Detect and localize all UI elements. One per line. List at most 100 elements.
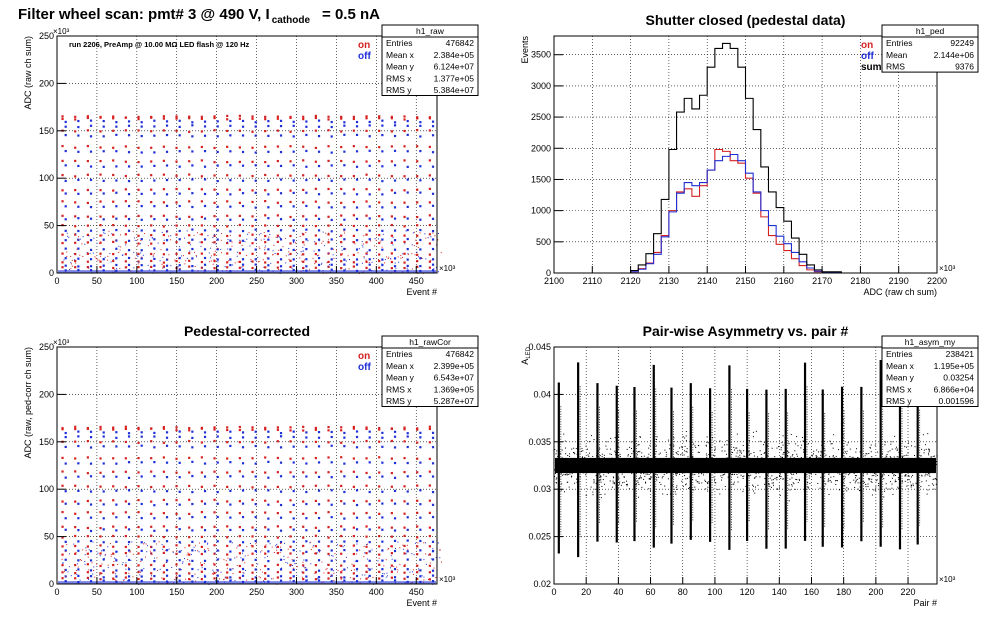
asym-point xyxy=(910,484,912,486)
point-off xyxy=(393,517,397,520)
point-off xyxy=(279,150,283,154)
point-scatter xyxy=(266,257,268,259)
point-on xyxy=(238,570,241,574)
x-tick-label: 2200 xyxy=(927,276,947,286)
point-scatter xyxy=(345,260,347,262)
point-off xyxy=(229,568,232,571)
point-off xyxy=(267,264,270,267)
point-on xyxy=(226,118,229,121)
point-off xyxy=(419,575,422,578)
asym-point xyxy=(602,465,604,467)
x-tick-label: 300 xyxy=(289,587,304,597)
point-scatter xyxy=(434,235,436,237)
point-off xyxy=(368,268,371,271)
legend-off: off xyxy=(358,51,371,62)
point-scatter xyxy=(79,238,81,240)
point-on xyxy=(378,117,381,120)
asym-point xyxy=(767,458,769,460)
point-scatter xyxy=(328,555,330,557)
asym-point xyxy=(792,454,794,456)
point-scatter xyxy=(159,568,161,570)
point-on xyxy=(162,225,165,228)
asym-point xyxy=(583,462,585,464)
point-off xyxy=(77,178,80,181)
point-scatter xyxy=(104,554,106,556)
point-off xyxy=(343,560,346,563)
point-scatter xyxy=(435,266,437,268)
point-scatter xyxy=(260,232,262,234)
point-off xyxy=(64,490,67,493)
asym-point xyxy=(923,470,925,472)
point-off xyxy=(229,230,232,233)
asym-point xyxy=(738,472,740,474)
point-on xyxy=(112,512,115,515)
x-tick-label: 2140 xyxy=(697,276,717,286)
asym-point xyxy=(884,457,886,459)
asym-point xyxy=(719,440,721,442)
asym-point xyxy=(635,468,637,470)
point-on xyxy=(378,188,381,191)
asym-point xyxy=(584,456,586,458)
point-off xyxy=(115,257,118,260)
point-on xyxy=(314,214,317,217)
asym-point xyxy=(697,444,699,446)
point-scatter xyxy=(382,559,384,561)
point-on xyxy=(74,252,77,256)
point-off xyxy=(165,264,169,267)
point-on xyxy=(175,117,178,120)
asym-point xyxy=(877,485,879,487)
point-off xyxy=(127,558,131,562)
point-on xyxy=(150,259,153,263)
point-on xyxy=(137,577,140,581)
point-scatter xyxy=(340,578,342,580)
point-off xyxy=(381,559,384,562)
asym-point xyxy=(726,444,728,446)
point-scatter xyxy=(63,571,65,573)
asym-point xyxy=(783,452,785,454)
point-off xyxy=(279,579,283,582)
point-off xyxy=(102,264,105,267)
point-scatter xyxy=(362,243,364,245)
point-off xyxy=(203,238,207,241)
point-off xyxy=(216,264,219,268)
point-scatter xyxy=(77,566,79,568)
point-on xyxy=(251,252,254,255)
asym-point xyxy=(609,459,611,461)
point-off xyxy=(267,517,270,520)
asym-point xyxy=(780,477,782,479)
point-on xyxy=(150,572,153,575)
asym-point xyxy=(864,462,866,464)
asym-point xyxy=(569,455,571,457)
point-on xyxy=(61,223,64,227)
point-on xyxy=(416,145,419,148)
point-on xyxy=(112,129,115,132)
asym-point xyxy=(589,452,591,454)
asym-point xyxy=(907,479,909,481)
asym-point xyxy=(707,490,709,492)
asym-point xyxy=(744,455,746,457)
x-tick-label: 140 xyxy=(772,587,787,597)
asym-point xyxy=(677,451,679,453)
point-on xyxy=(314,563,317,567)
point-on xyxy=(112,545,115,548)
point-off xyxy=(140,528,143,531)
point-off xyxy=(203,567,207,571)
point-scatter xyxy=(287,556,289,558)
asym-point xyxy=(854,468,856,470)
point-off xyxy=(178,541,181,544)
point-scatter xyxy=(168,254,170,256)
point-on xyxy=(86,129,89,132)
point-on xyxy=(365,545,368,548)
asym-point xyxy=(595,482,597,484)
point-on xyxy=(390,117,393,120)
asym-point xyxy=(837,469,839,471)
point-off xyxy=(140,121,143,124)
point-on xyxy=(289,242,292,245)
stats-key: Mean y xyxy=(386,62,415,72)
asym-point xyxy=(768,484,770,486)
point-off xyxy=(89,550,93,553)
point-scatter xyxy=(64,569,66,571)
asym-point xyxy=(913,469,915,471)
point-scatter xyxy=(191,239,193,241)
asym-point xyxy=(726,457,728,459)
